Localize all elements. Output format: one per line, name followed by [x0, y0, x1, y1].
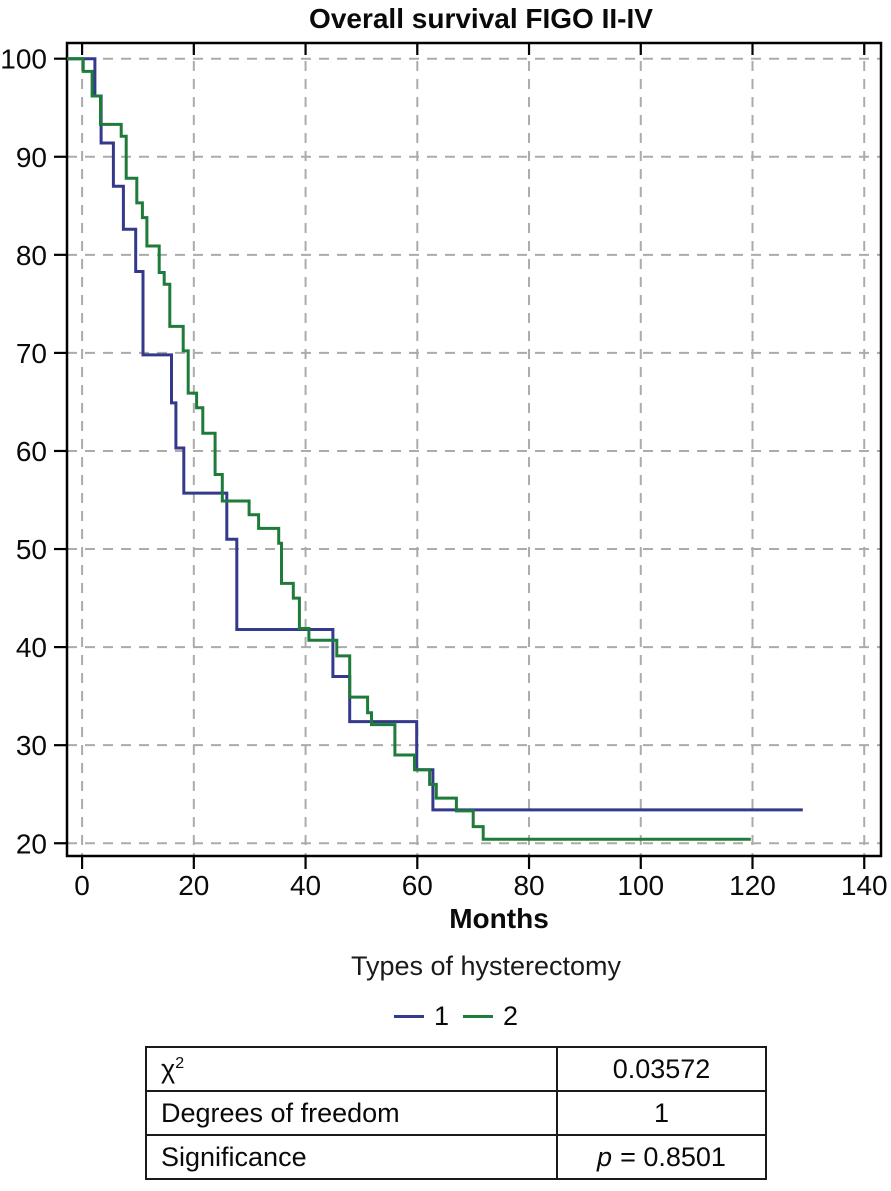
plot-border [65, 41, 883, 858]
stats-table: χ2 0.03572 Degrees of freedom 1 Signific… [145, 1046, 767, 1180]
x-tick-label: 60 [402, 870, 433, 901]
chart-title: Overall survival FIGO II-IV [309, 3, 653, 34]
degrees-of-freedom-value: 1 [556, 1090, 767, 1136]
table-row-chi-square: χ2 0.03572 [145, 1046, 767, 1092]
y-tick-label: 90 [16, 142, 47, 173]
legend-swatch-1 [393, 1015, 424, 1018]
y-tick-label: 40 [16, 632, 47, 663]
legend-title: Types of hysterectomy [350, 951, 622, 981]
survival-curve-1 [67, 57, 803, 812]
y-tick-label: 20 [16, 828, 47, 859]
y-tick-label: 100 [0, 44, 47, 75]
table-row-significance: Significance p = 0.8501 [145, 1134, 767, 1180]
x-axis-label: Months [449, 903, 549, 934]
km-survival-plot: 0 20 40 60 80 100 120 140 20 30 40 50 60 70 80 90 100 [0, 41, 888, 901]
y-tick-label: 70 [16, 338, 47, 369]
chi-square-value: 0.03572 [556, 1046, 767, 1092]
y-tick-label: 60 [16, 436, 47, 467]
degrees-of-freedom-label: Degrees of freedom [145, 1090, 558, 1136]
x-tick-label: 100 [617, 870, 664, 901]
legend-swatch-2 [463, 1015, 493, 1018]
x-tick-label: 20 [178, 870, 209, 901]
y-tick-label: 80 [16, 240, 47, 271]
x-tick-label: 120 [729, 870, 776, 901]
y-tick-label: 50 [16, 534, 47, 565]
x-tick-label: 140 [841, 870, 888, 901]
legend-item-2: 2 [463, 1001, 518, 1032]
y-tick-label: 30 [16, 730, 47, 761]
x-tick-label: 80 [513, 870, 544, 901]
legend-item-label: 2 [503, 1001, 519, 1031]
survival-curve-2 [67, 57, 751, 841]
x-tick-label: 40 [290, 870, 321, 901]
significance-label: Significance [145, 1134, 558, 1180]
chi-square-label: χ2 [145, 1046, 558, 1092]
table-row-degrees-of-freedom: Degrees of freedom 1 [145, 1090, 767, 1136]
legend-item-1: 1 [393, 1001, 449, 1032]
significance-value: p = 0.8501 [556, 1134, 767, 1180]
x-tick-label: 0 [74, 870, 90, 901]
legend-item-label: 1 [433, 1001, 449, 1031]
